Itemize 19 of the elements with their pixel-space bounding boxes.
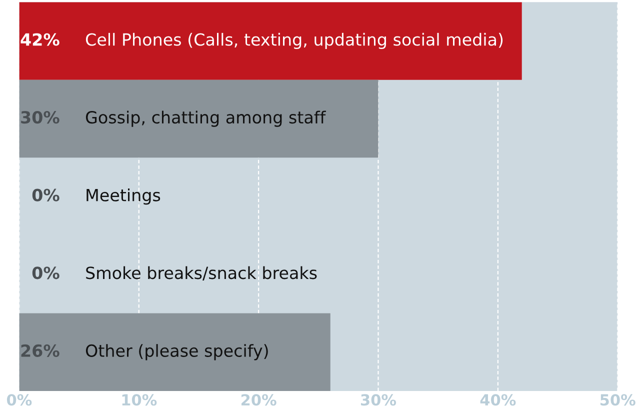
y-tick-label: Gossip, chatting among staff [86,110,326,127]
data-label: 26% [21,344,60,357]
data-label: 30% [21,110,60,124]
y-tick-label: Other (please specify) [86,344,268,360]
bar [19,80,378,158]
y-tick-label: Smoke breaks/snack breaks [86,266,317,280]
x-tick-label: 40% [480,394,516,406]
x-tick-label: 30% [360,394,396,406]
y-tick-label: Meetings [86,188,160,205]
x-tick-label: 0% [6,394,32,406]
data-label: 42% [20,33,60,46]
bar [19,313,330,392]
data-label: 0% [32,188,60,202]
y-tick-label: Cell Phones (Calls, texting, updating social media) [86,32,503,50]
x-tick-label: 20% [241,394,276,406]
x-tick-label: 10% [122,394,157,406]
bar [19,2,522,80]
x-tick-label: 50% [600,394,636,406]
data-label: 0% [32,266,60,280]
